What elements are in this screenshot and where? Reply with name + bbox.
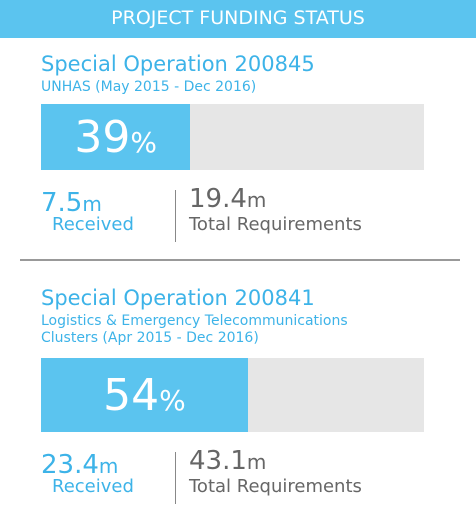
total-amount: 43.1m — [189, 446, 266, 476]
project-subtitle: Clusters (Apr 2015 - Dec 2016) — [41, 330, 259, 346]
total-label: Total Requirements — [189, 214, 362, 235]
percent-sign: % — [130, 125, 157, 159]
received-amount: 23.4m — [41, 450, 118, 480]
project-title: Special Operation 200845 — [41, 52, 315, 76]
total-unit: m — [246, 450, 267, 474]
received-value: 23.4 — [41, 450, 99, 480]
percent-label: 39% — [41, 104, 190, 170]
total-unit: m — [246, 188, 267, 212]
total-value: 19.4 — [189, 184, 247, 214]
project-subtitle: UNHAS (May 2015 - Dec 2016) — [41, 79, 257, 95]
project-title: Special Operation 200841 — [41, 286, 315, 310]
project-subtitle: Logistics & Emergency Telecommunications — [41, 313, 348, 329]
separator — [175, 452, 176, 504]
percent-value: 54 — [103, 369, 160, 421]
separator — [175, 190, 176, 242]
received-unit: m — [82, 192, 102, 216]
percent-value: 39 — [74, 111, 131, 163]
divider — [20, 259, 460, 261]
progress-fill — [41, 358, 248, 432]
progress-track: 54% — [41, 358, 424, 432]
header-title: PROJECT FUNDING STATUS — [0, 0, 476, 38]
total-amount: 19.4m — [189, 184, 266, 214]
received-amount: 7.5m — [41, 188, 102, 218]
received-label: Received — [52, 476, 134, 497]
total-label: Total Requirements — [189, 476, 362, 497]
received-unit: m — [98, 454, 119, 478]
received-label: Received — [52, 214, 134, 235]
percent-sign: % — [159, 383, 186, 417]
progress-track: 39% — [41, 104, 424, 170]
received-value: 7.5 — [41, 188, 83, 218]
progress-fill — [41, 104, 191, 170]
total-value: 43.1 — [189, 446, 247, 476]
percent-label: 54% — [41, 358, 248, 432]
